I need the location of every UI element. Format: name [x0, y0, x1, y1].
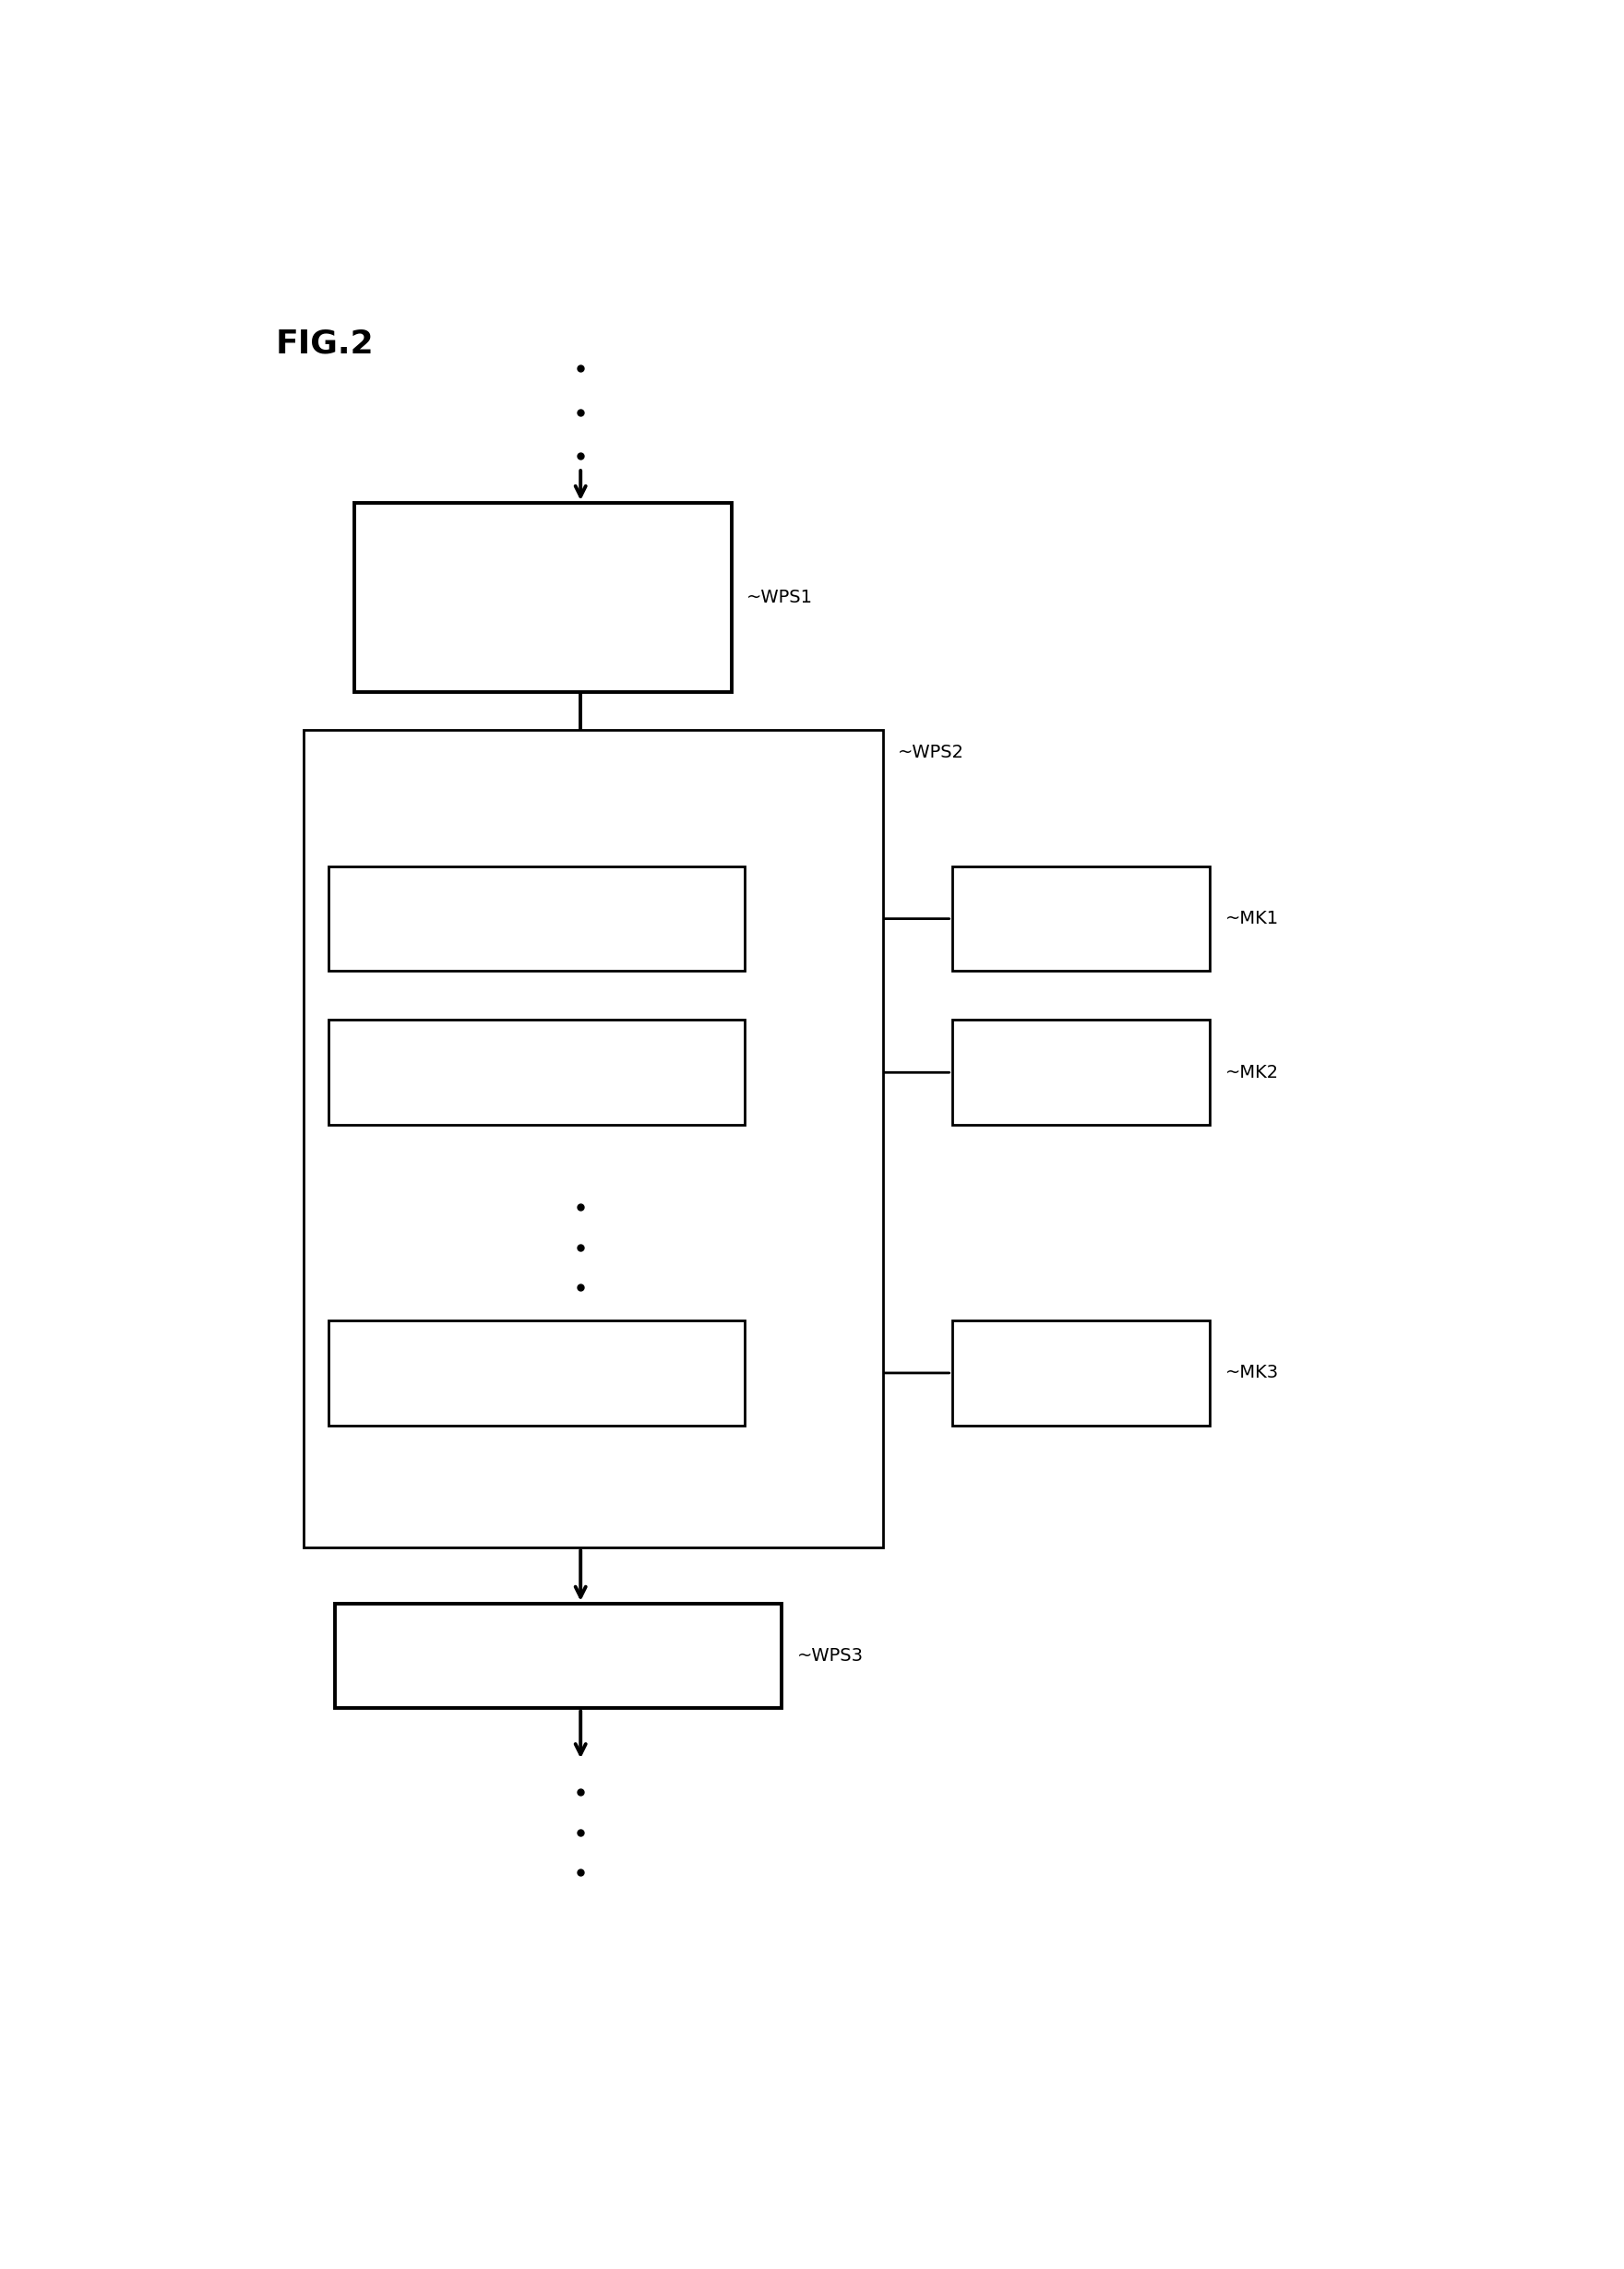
Text: RELEVANT-
LAYER PROCESS: RELEVANT- LAYER PROCESS [593, 762, 767, 801]
Text: ~MK3: ~MK3 [1224, 1364, 1278, 1382]
Text: ~WPS2: ~WPS2 [898, 744, 965, 762]
Bar [304, 731, 883, 1547]
Text: PROCESS 2: PROCESS 2 [477, 1064, 596, 1082]
Text: MASK 2: MASK 2 [1039, 1064, 1122, 1082]
Text: PROCESS N: PROCESS N [476, 1364, 598, 1382]
Text: MASK 1: MASK 1 [1039, 910, 1122, 928]
Text: ~MK1: ~MK1 [1224, 910, 1278, 928]
Text: FIG.2: FIG.2 [276, 329, 375, 359]
Bar [335, 1604, 783, 1709]
Bar [330, 1321, 744, 1425]
Text: PROCESS 1: PROCESS 1 [477, 910, 596, 928]
Bar [952, 867, 1210, 971]
Text: ~WPS3: ~WPS3 [797, 1647, 864, 1665]
Text: MASK N: MASK N [1038, 1364, 1124, 1382]
Text: PRECEDING-LAYER
PROCESS: PRECEDING-LAYER PROCESS [443, 576, 643, 617]
Text: ⌢PC3: ⌢PC3 [754, 1298, 796, 1316]
Text: NEXT-LAYER PROCESS: NEXT-LAYER PROCESS [440, 1647, 676, 1665]
Text: ⌢PC1: ⌢PC1 [754, 844, 796, 860]
Bar [952, 1321, 1210, 1425]
Bar [354, 504, 732, 692]
Text: ~MK2: ~MK2 [1224, 1064, 1278, 1082]
Text: ⌢PC2: ⌢PC2 [754, 998, 796, 1014]
Bar [330, 1021, 744, 1125]
Bar [330, 867, 744, 971]
Text: ~WPS1: ~WPS1 [747, 588, 814, 606]
Bar [952, 1021, 1210, 1125]
